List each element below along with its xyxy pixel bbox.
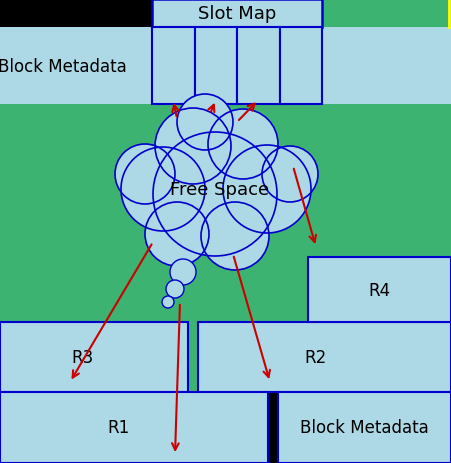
Circle shape — [170, 259, 196, 285]
Text: R2: R2 — [304, 348, 326, 366]
Text: R3: R3 — [71, 348, 93, 366]
Bar — [0, 105, 451, 322]
Circle shape — [162, 296, 174, 308]
Bar — [237, 28, 280, 105]
Circle shape — [177, 95, 233, 150]
Bar — [280, 28, 322, 105]
Bar — [0, 322, 188, 392]
Circle shape — [223, 146, 311, 233]
Text: Block Metadata: Block Metadata — [300, 419, 429, 437]
Bar — [0, 28, 451, 105]
Bar — [188, 322, 198, 392]
Circle shape — [208, 110, 278, 180]
Circle shape — [166, 281, 184, 298]
Text: Block Metadata: Block Metadata — [0, 58, 126, 76]
Text: R1: R1 — [107, 419, 129, 437]
Bar — [152, 0, 322, 28]
Circle shape — [155, 109, 231, 185]
Bar — [0, 392, 268, 463]
Circle shape — [145, 202, 209, 266]
Circle shape — [201, 203, 269, 270]
Bar — [308, 257, 451, 322]
Bar — [198, 322, 451, 392]
Circle shape — [115, 144, 175, 205]
Bar — [322, 0, 451, 28]
Text: Free Space: Free Space — [170, 181, 270, 199]
Text: Slot Map: Slot Map — [198, 5, 276, 23]
Bar — [194, 28, 237, 105]
Text: R4: R4 — [368, 281, 391, 299]
Circle shape — [153, 133, 277, 257]
Bar — [152, 28, 194, 105]
Circle shape — [121, 148, 205, 232]
Circle shape — [262, 147, 318, 203]
Bar — [278, 392, 451, 463]
